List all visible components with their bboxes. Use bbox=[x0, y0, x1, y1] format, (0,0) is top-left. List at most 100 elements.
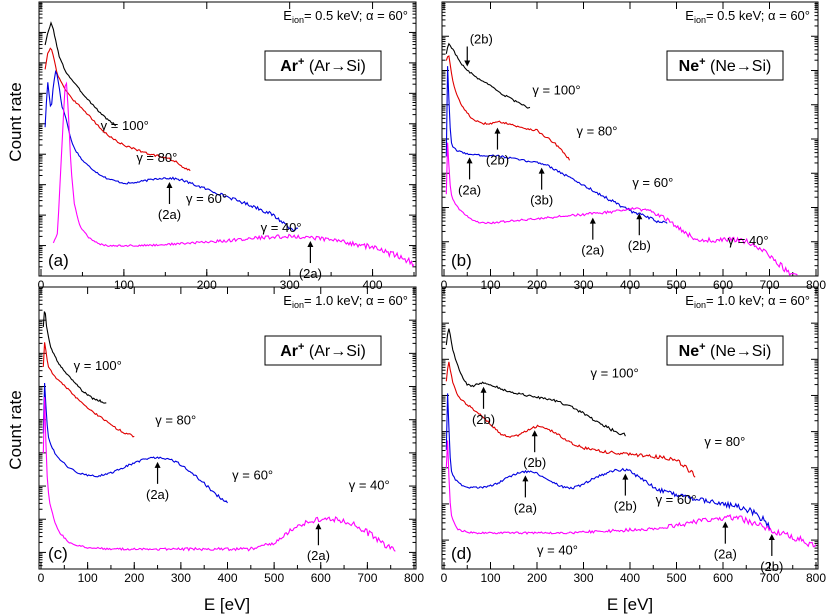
header-rest: = 0.5 keV; α = 60° bbox=[706, 8, 810, 23]
condition-header: Eion= 1.0 keV; α = 60° bbox=[283, 293, 408, 310]
x-tick-label: 500 bbox=[666, 571, 686, 585]
condition-header: Eion= 1.0 keV; α = 60° bbox=[685, 293, 810, 310]
series-label: γ = 80° bbox=[155, 413, 196, 428]
x-tick-label: 400 bbox=[363, 278, 383, 292]
peak-annotation: (2a) bbox=[146, 461, 169, 502]
peak-annotation: (2a) bbox=[307, 523, 330, 563]
peak-label: (2b) bbox=[472, 412, 495, 427]
y-axis-title-top: Count rate bbox=[6, 82, 25, 161]
ion-symbol: Ar bbox=[280, 58, 298, 75]
header-sub: ion bbox=[694, 15, 706, 25]
series-label: γ = 40° bbox=[261, 220, 302, 235]
x-tick-label: 200 bbox=[527, 278, 547, 292]
x-axis-title-right: E [eV] bbox=[607, 595, 653, 614]
series-line bbox=[445, 42, 531, 109]
ion-charge: + bbox=[298, 341, 304, 353]
panel-label: (c) bbox=[48, 544, 68, 563]
series-label: γ = 100° bbox=[101, 118, 149, 133]
x-tick-label: 0 bbox=[441, 571, 448, 585]
peak-annotation: (2a) bbox=[514, 475, 537, 515]
ion-charge: + bbox=[699, 56, 705, 68]
x-tick-label: 300 bbox=[573, 278, 593, 292]
peak-annotation: (2b) bbox=[628, 213, 651, 253]
series-label: γ = 100° bbox=[532, 82, 580, 97]
header-sub: ion bbox=[292, 300, 304, 310]
series-line bbox=[44, 69, 299, 232]
peak-arrow-head bbox=[636, 213, 643, 220]
series-label: γ = 80° bbox=[577, 124, 618, 139]
peak-arrow-head bbox=[166, 181, 173, 188]
peak-annotation: (2b) bbox=[464, 32, 493, 67]
x-tick-label: 0 bbox=[38, 278, 45, 292]
peak-annotation: (2b) bbox=[486, 127, 509, 168]
series-label: γ = 80° bbox=[704, 434, 745, 449]
series-label: γ = 60° bbox=[232, 467, 273, 482]
ion-box bbox=[666, 50, 784, 81]
plot-frame bbox=[38, 1, 417, 277]
peak-annotation: (2a) bbox=[299, 241, 322, 281]
peak-annotation: (2b) bbox=[472, 386, 495, 427]
peak-arrow-head bbox=[466, 157, 473, 164]
peak-annotation: (2a) bbox=[581, 217, 604, 258]
panel-label: (a) bbox=[48, 251, 69, 270]
ion-symbol: Ar bbox=[280, 343, 298, 360]
panel-label: (d) bbox=[451, 544, 472, 563]
ion-charge: + bbox=[699, 341, 705, 353]
series-label: γ = 60° bbox=[186, 191, 227, 206]
peak-arrow-head bbox=[154, 461, 161, 468]
header-e: E bbox=[685, 8, 694, 23]
series-label: γ = 40° bbox=[728, 233, 769, 248]
series-label: γ = 80° bbox=[136, 150, 177, 165]
x-tick-label: 100 bbox=[78, 571, 98, 585]
ion-box bbox=[264, 50, 382, 81]
series-line bbox=[52, 81, 415, 267]
peak-label: (2b) bbox=[628, 238, 651, 253]
peak-arrow-head bbox=[307, 241, 314, 248]
peak-label: (2a) bbox=[146, 487, 169, 502]
series-line bbox=[445, 55, 571, 161]
ion-label: Ar+ (Ar→Si) bbox=[280, 341, 366, 360]
x-tick-label: 500 bbox=[666, 278, 686, 292]
peak-label: (2a) bbox=[307, 548, 330, 563]
ion-box bbox=[264, 335, 382, 366]
header-e: E bbox=[283, 8, 292, 23]
series-line bbox=[445, 393, 771, 530]
plot-frame bbox=[441, 286, 819, 570]
header-e: E bbox=[283, 293, 292, 308]
peak-label: (2b) bbox=[470, 32, 493, 47]
series-label: γ = 100° bbox=[74, 358, 122, 373]
series-line bbox=[445, 66, 668, 224]
ion-process: (Ar→Si) bbox=[304, 58, 365, 75]
series-line bbox=[44, 47, 191, 172]
series-line bbox=[42, 342, 135, 438]
x-tick-label: 800 bbox=[806, 571, 826, 585]
series-label: γ = 40° bbox=[537, 543, 578, 558]
peak-annotation: (3b) bbox=[530, 167, 553, 208]
series-label: γ = 100° bbox=[590, 365, 638, 380]
x-tick-label: 800 bbox=[806, 278, 826, 292]
peak-label: (2a) bbox=[158, 207, 181, 222]
x-tick-label: 400 bbox=[620, 278, 640, 292]
ion-symbol: Ne bbox=[679, 343, 700, 360]
panel-d: 0 100 200 300 400 500 600 700 800 γ = 100° γ = 80°… bbox=[441, 286, 826, 585]
header-rest: = 0.5 keV; α = 60° bbox=[304, 8, 408, 23]
series-line bbox=[445, 142, 798, 277]
ion-process: (Ar→Si) bbox=[304, 343, 365, 360]
x-tick-label: 0 bbox=[441, 278, 448, 292]
x-tick-label: 100 bbox=[114, 278, 134, 292]
series-line bbox=[42, 382, 228, 504]
condition-header: Eion= 0.5 keV; α = 60° bbox=[685, 8, 810, 25]
peak-arrow-head bbox=[538, 167, 545, 174]
peak-annotation: (2b) bbox=[760, 533, 783, 574]
panel-b: 0 100 200 300 400 500 600 700 800 γ = 100° γ = 80°… bbox=[441, 1, 826, 292]
peak-label: (2a) bbox=[714, 547, 737, 562]
peak-arrow-head bbox=[722, 521, 729, 528]
x-tick-label: 700 bbox=[357, 571, 377, 585]
x-tick-label: 200 bbox=[124, 571, 144, 585]
x-tick-label: 100 bbox=[480, 278, 500, 292]
x-tick-label: 300 bbox=[573, 571, 593, 585]
panel-c: 0 100 200 300 400 500 600 700 800 γ = 100° γ = 80°… bbox=[38, 286, 424, 585]
peak-annotation: (2a) bbox=[714, 521, 737, 562]
series-label: γ = 60° bbox=[656, 492, 697, 507]
panel-a: 0 100 200 300 400 γ = 100° γ = 80° γ = 60° γ = 4… bbox=[38, 1, 417, 292]
